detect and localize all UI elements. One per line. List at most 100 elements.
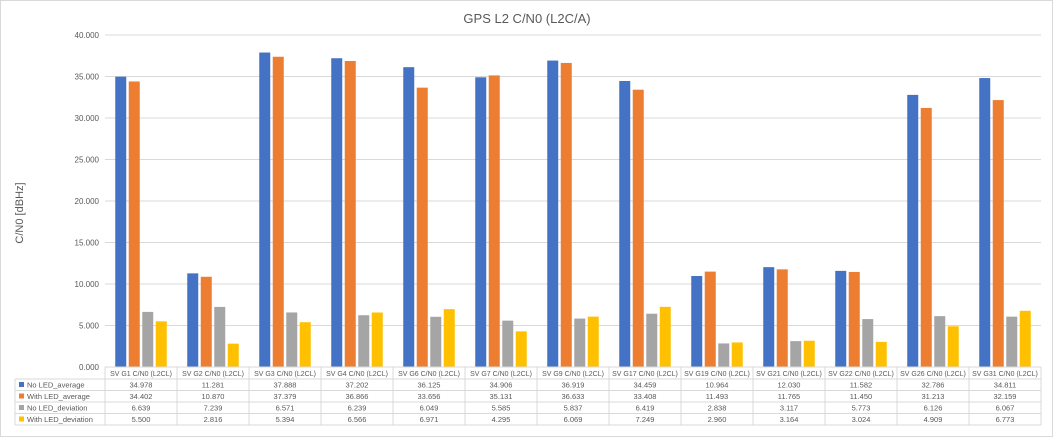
data-label: 32.159 [994, 392, 1017, 401]
x-category-label: SV G9 C/N0 (L2CL) [542, 371, 604, 378]
bar [286, 312, 298, 367]
data-label: 34.978 [130, 381, 153, 390]
data-label: 6.069 [564, 415, 583, 424]
legend-swatch [19, 393, 24, 399]
bar [992, 100, 1004, 368]
data-label: 31.213 [922, 392, 945, 401]
bar [907, 94, 919, 368]
data-label: 5.773 [852, 404, 871, 413]
bar [515, 331, 527, 367]
bar [200, 276, 212, 367]
bar [488, 75, 500, 368]
x-category-label: SV G19 C/N0 (L2CL) [684, 371, 750, 378]
data-label: 11.281 [202, 381, 224, 390]
data-label: 12.030 [778, 381, 801, 390]
bar [619, 80, 631, 368]
bar [803, 340, 815, 367]
data-label: 33.408 [634, 392, 657, 401]
bar [344, 61, 356, 367]
data-label: 6.571 [276, 404, 295, 413]
data-label: 32.786 [922, 381, 945, 390]
data-label: 10.964 [706, 381, 729, 390]
bar [299, 322, 311, 367]
bar [731, 342, 743, 367]
y-tick-label: 20.000 [75, 197, 100, 206]
bar [574, 318, 586, 367]
x-category-label: SV G26 C/N0 (L2CL) [900, 371, 966, 378]
bar [862, 319, 874, 367]
data-label: 33.656 [418, 392, 441, 401]
legend-swatch [19, 416, 24, 422]
y-tick-label: 25.000 [75, 156, 100, 165]
bar [155, 321, 167, 367]
bar [934, 316, 946, 367]
data-label: 11.765 [778, 392, 800, 401]
y-tick-label: 5.000 [79, 322, 100, 331]
bar [920, 107, 932, 367]
data-label: 36.633 [562, 392, 585, 401]
legend-swatch [19, 382, 24, 387]
bars [115, 52, 1031, 368]
x-category-label: SV G4 C/N0 (L2CL) [326, 371, 388, 378]
data-label: 6.067 [996, 404, 1015, 413]
data-table: SV G1 C/N0 (L2CL) SV G2 C/N0 (L2CL) SV G3 … [14, 366, 1042, 426]
data-label: 4.909 [924, 415, 943, 424]
bar [848, 271, 860, 367]
bar [142, 311, 154, 367]
y-tick-label: 10.000 [75, 280, 100, 289]
data-label: 11.582 [850, 381, 872, 390]
bar [227, 343, 239, 367]
data-label: 36.125 [418, 381, 441, 390]
bar [416, 87, 428, 367]
data-label: 37.202 [346, 381, 369, 390]
bar [430, 316, 442, 367]
x-category-label: SV G17 C/N0 (L2CL) [612, 371, 678, 378]
bar [331, 58, 343, 368]
data-label: 36.919 [562, 381, 585, 390]
data-label: 35.131 [490, 392, 513, 401]
data-label: 34.906 [490, 381, 513, 390]
data-label: 3.117 [780, 404, 798, 413]
bar [835, 270, 847, 367]
bar [1006, 316, 1018, 367]
data-label: 6.773 [996, 415, 1015, 424]
bar [259, 52, 271, 367]
y-axis-ticks: 0.000 5.000 10.000 15.000 20.000 25.000 30.000… [75, 31, 100, 372]
bar [718, 343, 730, 367]
data-label: 3.164 [780, 415, 799, 424]
data-label: 5.394 [276, 415, 295, 424]
bar [443, 309, 455, 367]
legend-swatch [19, 405, 24, 410]
data-label: 4.295 [492, 415, 511, 424]
bar [659, 306, 671, 367]
bar [691, 275, 703, 367]
bar [403, 67, 415, 367]
x-category-label: SV G2 C/N0 (L2CL) [182, 371, 244, 378]
legend-label: No LED_average [27, 381, 85, 390]
x-category-label: SV G31 C/N0 (L2CL) [972, 371, 1038, 378]
legend-label: No LED_deviation [27, 404, 87, 413]
bar [763, 267, 775, 367]
y-tick-label: 30.000 [75, 114, 100, 123]
bar [358, 315, 370, 367]
chart-title: GPS L2 C/N0 (L2C/A) [463, 11, 590, 26]
data-label: 34.811 [994, 381, 1016, 390]
data-label: 11.493 [706, 392, 728, 401]
x-category-label: SV G1 C/N0 (L2CL) [110, 371, 172, 378]
bar [547, 60, 559, 368]
bar [128, 81, 140, 367]
data-label: 2.816 [204, 415, 223, 424]
data-label: 3.024 [852, 415, 871, 424]
data-label: 2.960 [708, 415, 727, 424]
bar [371, 312, 383, 367]
data-label: 2.838 [708, 404, 727, 413]
bar [632, 89, 644, 368]
legend-label: With LED_average [27, 392, 90, 401]
bar [115, 76, 127, 367]
bar [560, 62, 572, 367]
data-label: 7.249 [636, 415, 655, 424]
data-label: 11.450 [850, 392, 872, 401]
bar [1019, 310, 1031, 367]
